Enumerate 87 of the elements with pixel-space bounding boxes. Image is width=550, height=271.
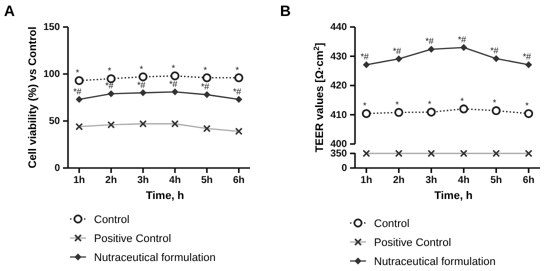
y-tick-label: 0: [54, 163, 60, 174]
y-tick-label: 50: [48, 116, 60, 128]
x-tick-label: 1h: [360, 175, 372, 186]
point: [459, 104, 468, 114]
point: [235, 128, 243, 136]
legend-label: Nutraceutical formulation: [94, 252, 216, 264]
x-tick-label: 6h: [232, 175, 245, 186]
point: [138, 72, 148, 82]
annotation: *#: [490, 46, 500, 56]
point: [362, 109, 371, 118]
annotation: *#: [72, 86, 82, 96]
annotation: *: [171, 62, 176, 73]
annotation: *#: [425, 36, 435, 46]
x-tick-label: 2h: [105, 175, 117, 186]
y-tick-label: 420: [330, 80, 348, 92]
point: [428, 46, 435, 53]
legend-label: Control: [374, 218, 410, 230]
y-tick-label: 100: [43, 69, 60, 80]
point: [74, 76, 84, 86]
legend-label: Control: [94, 214, 130, 226]
annotation: *#: [232, 86, 242, 96]
point: [362, 61, 370, 68]
point: [234, 73, 244, 82]
annotation: *: [524, 100, 529, 111]
point: [108, 90, 115, 98]
x-tick-label: 5h: [201, 175, 213, 186]
y-tick-label: 410: [330, 110, 348, 121]
y-tick-label: 350: [330, 148, 348, 160]
legend-label: Nutraceutical formulation: [374, 256, 496, 268]
point: [171, 120, 179, 128]
annotation: *#: [168, 78, 178, 89]
annotation: *: [139, 64, 144, 74]
legend-label: Positive Control: [94, 233, 172, 245]
point: [395, 55, 402, 62]
x-axis-title: Time, h: [434, 190, 473, 202]
point: [460, 44, 468, 51]
annotation: *#: [200, 82, 210, 92]
y-tick-label: 430: [330, 51, 348, 62]
x-axis-title: Time, h: [146, 190, 184, 202]
point: [203, 91, 210, 98]
annotation: *: [235, 64, 240, 75]
annotation: *: [203, 64, 208, 75]
point: [140, 89, 147, 96]
annotation: *#: [360, 52, 370, 62]
point: [492, 55, 500, 62]
annotation: *#: [136, 80, 146, 90]
point: [426, 108, 436, 117]
point: [202, 73, 212, 82]
annotation: *#: [104, 80, 114, 91]
annotation: *: [107, 66, 112, 76]
annotation: *: [492, 98, 496, 108]
x-tick-label: 4h: [458, 175, 470, 186]
chart-title: A: [4, 3, 15, 20]
annotation: *: [75, 68, 80, 78]
x-tick-label: 1h: [73, 175, 86, 186]
point: [235, 96, 242, 103]
x-tick-label: 3h: [425, 175, 438, 186]
y-tick-label: 440: [330, 22, 348, 34]
annotation: *: [362, 100, 367, 111]
point: [524, 109, 534, 118]
legend-label: Positive Control: [374, 237, 452, 249]
point: [492, 106, 501, 116]
x-tick-label: 3h: [137, 175, 149, 186]
point: [525, 61, 532, 68]
annotation: *#: [392, 46, 402, 56]
point: [75, 122, 83, 130]
annotation: *#: [522, 52, 532, 62]
annotation: *: [428, 99, 432, 110]
point: [170, 71, 180, 80]
y-tick-label: 400: [330, 139, 348, 150]
y-axis-title: Cell viability (%) vs Control: [27, 26, 39, 168]
chart-title: B: [280, 3, 291, 20]
point: [171, 88, 178, 96]
point: [203, 124, 211, 132]
x-tick-label: 2h: [392, 175, 405, 186]
annotation: *: [460, 96, 464, 106]
point: [394, 108, 404, 117]
x-tick-label: 6h: [522, 175, 534, 186]
point: [107, 120, 115, 129]
y-tick-label: 0: [341, 163, 348, 174]
point: [139, 120, 147, 128]
x-tick-label: 4h: [169, 175, 181, 186]
annotation: *: [395, 99, 400, 110]
point: [76, 96, 83, 103]
x-tick-label: 5h: [490, 175, 502, 186]
annotation: *#: [457, 34, 467, 44]
y-tick-label: 150: [43, 22, 60, 34]
